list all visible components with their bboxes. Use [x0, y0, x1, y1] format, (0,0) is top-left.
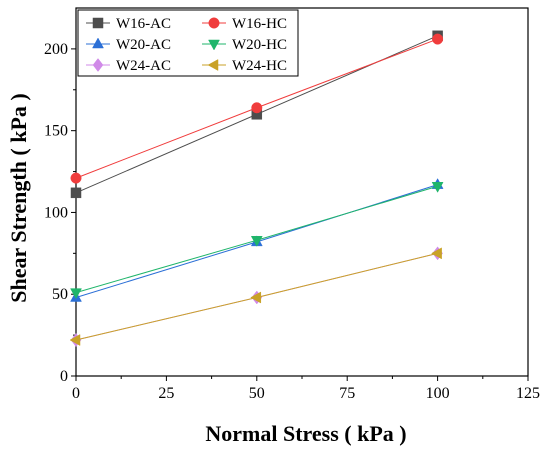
- legend-marker: [92, 17, 104, 29]
- legend-item: W24-HC: [202, 58, 287, 74]
- x-tick-label: 0: [72, 385, 80, 402]
- x-tick-label: 50: [249, 385, 265, 402]
- data-point: [70, 187, 82, 199]
- legend: W16-AC W16-HC W20-AC W20-HC W24-AC W24-HC: [77, 9, 299, 77]
- data-point: [69, 334, 81, 346]
- axes: 0 25 50 75 100 125 0 50 100 150 200: [44, 7, 540, 402]
- series-w16-hc: [70, 33, 444, 184]
- y-axis-title: Shear Strength ( kPa ): [6, 93, 31, 302]
- legend-box: [77, 9, 299, 77]
- y-tick-label: 100: [44, 204, 68, 221]
- series-layer: [69, 30, 444, 347]
- x-tick-label: 100: [426, 385, 450, 402]
- legend-marker: [92, 58, 104, 72]
- legend-item: W24-AC: [86, 58, 171, 74]
- legend-label: W16-AC: [116, 16, 171, 32]
- data-point: [431, 182, 444, 193]
- y-tick-label: 0: [60, 368, 68, 385]
- legend-label: W24-HC: [232, 58, 287, 74]
- legend-item: W20-HC: [202, 37, 287, 53]
- x-tick-label: 75: [339, 385, 355, 402]
- y-tick-label: 150: [44, 123, 68, 140]
- y-tick-label: 200: [44, 41, 68, 58]
- legend-item: W16-HC: [202, 16, 287, 32]
- legend-item: W20-AC: [86, 37, 171, 53]
- legend-marker: [208, 39, 220, 51]
- x-axis-title: Normal Stress ( kPa ): [205, 421, 406, 446]
- data-point: [70, 172, 82, 184]
- data-point: [250, 235, 263, 247]
- legend-item: W16-AC: [86, 16, 171, 32]
- data-point: [432, 33, 444, 45]
- legend-label: W24-AC: [116, 58, 171, 74]
- legend-marker: [92, 37, 104, 49]
- data-point: [70, 288, 82, 300]
- series-w20-hc: [70, 182, 444, 300]
- legend-label: W20-HC: [232, 37, 287, 53]
- x-tick-label: 125: [516, 385, 540, 402]
- legend-label: W20-AC: [116, 37, 171, 53]
- data-point: [250, 291, 262, 304]
- legend-marker: [208, 17, 220, 29]
- legend-label: W16-HC: [232, 16, 287, 32]
- y-tick-label: 50: [52, 286, 68, 303]
- data-point: [431, 247, 442, 260]
- legend-marker: [207, 59, 219, 71]
- series-w24-hc: [69, 247, 442, 346]
- x-tick-label: 25: [158, 385, 174, 402]
- data-point: [251, 102, 263, 114]
